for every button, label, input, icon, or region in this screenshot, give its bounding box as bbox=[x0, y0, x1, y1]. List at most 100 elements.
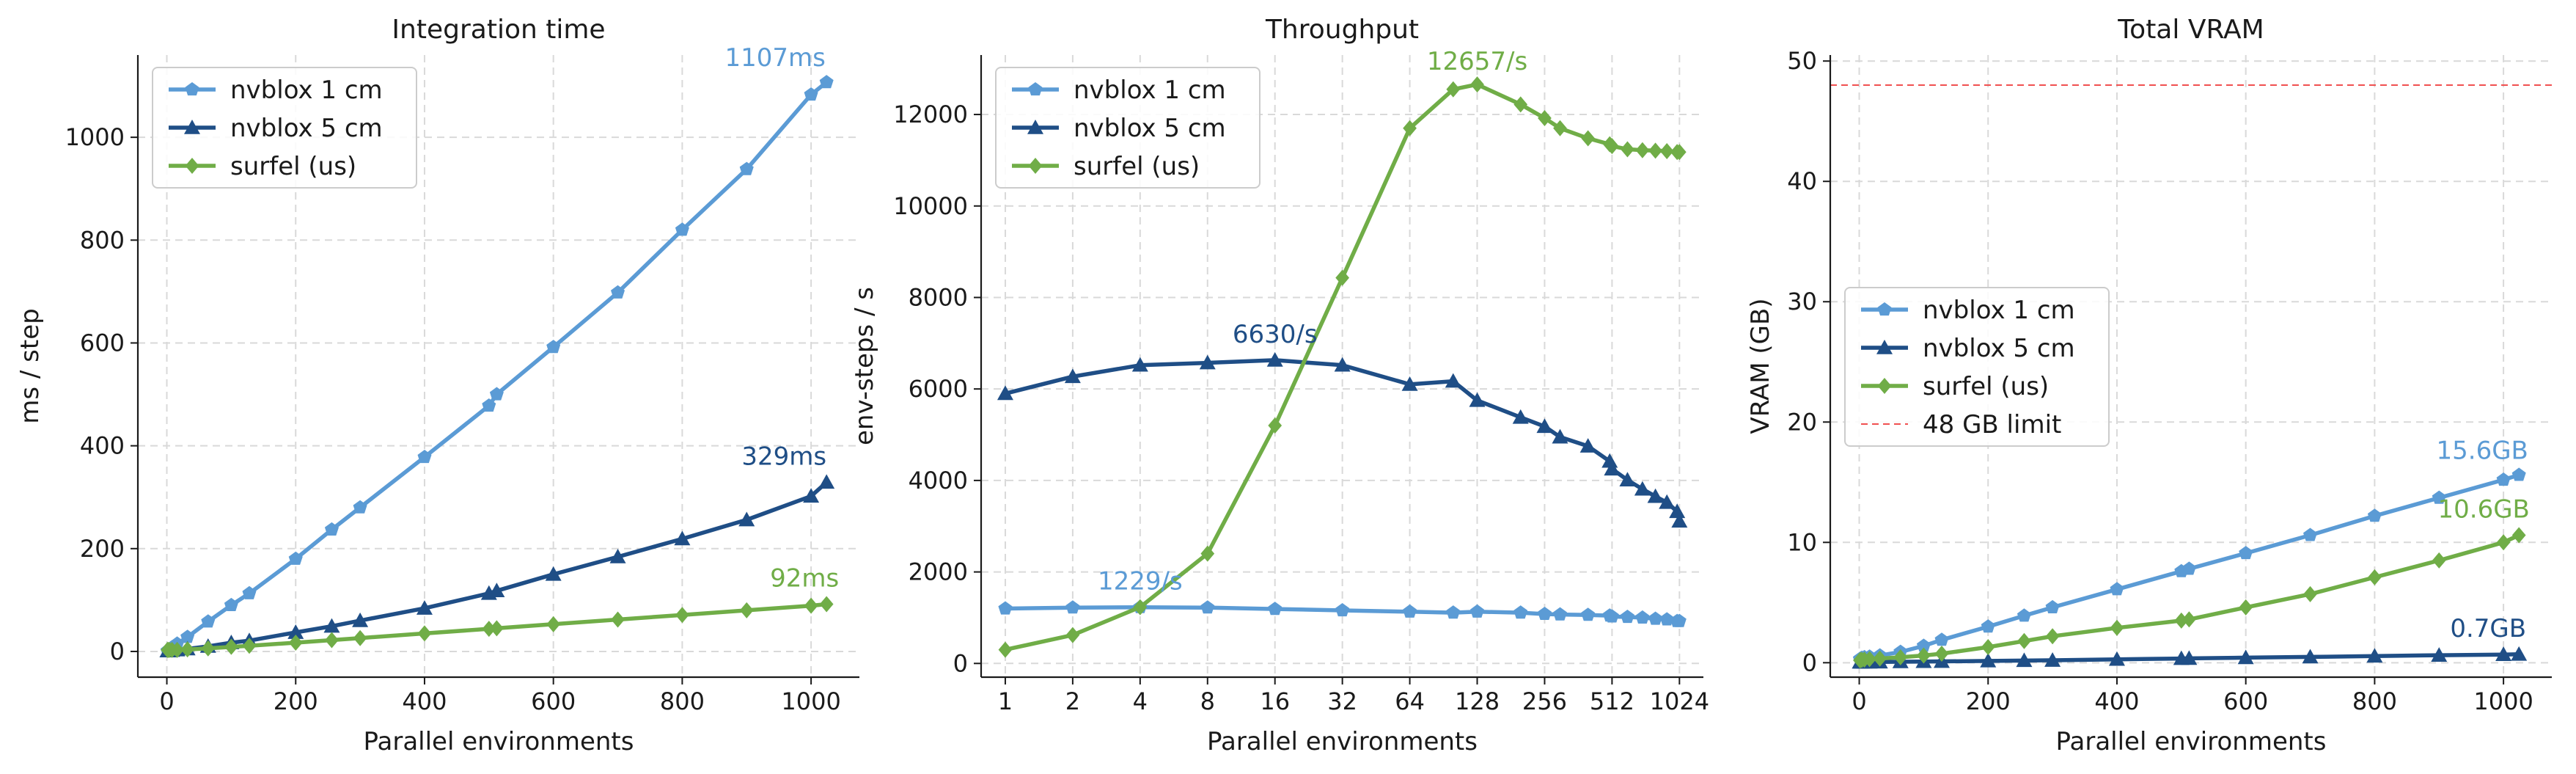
series-nvblox-5-cm bbox=[1852, 646, 2528, 669]
data-point bbox=[1659, 142, 1674, 159]
y-axis-label: env-steps / s bbox=[850, 287, 879, 445]
data-point bbox=[1200, 600, 1215, 614]
series-nvblox-5-cm bbox=[997, 351, 1688, 528]
data-point bbox=[489, 387, 504, 401]
y-tick-label: 1000 bbox=[65, 123, 125, 151]
data-point bbox=[1537, 607, 1552, 620]
data-point bbox=[2432, 490, 2446, 504]
legend-box bbox=[1844, 287, 2110, 447]
data-point bbox=[1980, 652, 1997, 668]
series-surfel-us bbox=[161, 596, 834, 658]
x-tick-label: 0 bbox=[1852, 687, 1866, 715]
annotation-label: 92ms bbox=[770, 563, 839, 593]
x-tick-label: 32 bbox=[1327, 687, 1357, 715]
data-point bbox=[1064, 368, 1081, 384]
x-tick-label: 1000 bbox=[781, 687, 840, 715]
data-point bbox=[2016, 652, 2033, 668]
data-point bbox=[2495, 646, 2512, 661]
data-point bbox=[545, 566, 562, 581]
legend-label: 48 GB limit bbox=[1923, 410, 2061, 439]
data-point bbox=[353, 500, 367, 514]
x-tick-label: 200 bbox=[274, 687, 318, 715]
data-point bbox=[490, 620, 504, 637]
data-point bbox=[1446, 605, 1461, 619]
data-point bbox=[1266, 351, 1283, 367]
data-point bbox=[170, 641, 184, 658]
data-point bbox=[2045, 599, 2060, 613]
data-point bbox=[2432, 552, 2446, 569]
data-point bbox=[353, 629, 367, 646]
data-point bbox=[1917, 647, 1931, 664]
data-point bbox=[611, 285, 625, 299]
data-point bbox=[242, 585, 257, 599]
data-point bbox=[803, 488, 820, 503]
series-nvblox-1-cm bbox=[1852, 467, 2526, 665]
x-tick-label: 400 bbox=[402, 687, 447, 715]
data-point bbox=[2303, 585, 2317, 602]
data-point bbox=[288, 635, 303, 651]
data-point bbox=[224, 597, 238, 611]
data-point bbox=[997, 385, 1013, 401]
legend-entry-surfel-us: surfel (us) bbox=[169, 152, 356, 181]
data-point bbox=[1981, 638, 1995, 655]
legend-entry-nvblox-5-cm: nvblox 5 cm bbox=[1861, 334, 2075, 363]
y-tick-label: 200 bbox=[80, 535, 125, 563]
chart-title: Integration time bbox=[392, 15, 605, 45]
data-point bbox=[2239, 546, 2253, 560]
data-point bbox=[611, 611, 625, 628]
data-point bbox=[482, 621, 496, 638]
data-point bbox=[1604, 461, 1621, 476]
legend-marker bbox=[184, 120, 200, 134]
x-tick-label: 600 bbox=[2223, 687, 2268, 715]
data-point bbox=[1470, 76, 1484, 93]
data-point bbox=[1916, 638, 1931, 652]
legend-marker bbox=[1877, 302, 1892, 316]
y-tick-label: 600 bbox=[80, 329, 125, 357]
legend-entry-nvblox-5-cm: nvblox 5 cm bbox=[169, 114, 383, 143]
data-point bbox=[488, 583, 505, 598]
annotation-label: 329ms bbox=[741, 442, 826, 471]
data-point bbox=[1133, 599, 1148, 616]
y-tick-label: 800 bbox=[80, 226, 125, 254]
legend-label: surfel (us) bbox=[230, 152, 356, 181]
legend-marker bbox=[185, 82, 199, 96]
data-point bbox=[1335, 269, 1349, 286]
legend-box bbox=[152, 67, 417, 189]
legend-entry-48-gb-limit: 48 GB limit bbox=[1861, 410, 2061, 439]
x-tick-label: 16 bbox=[1260, 687, 1290, 715]
data-point bbox=[2511, 527, 2526, 544]
legend-marker bbox=[1877, 378, 1892, 394]
data-point bbox=[804, 597, 818, 614]
data-point bbox=[1469, 392, 1486, 407]
data-point bbox=[1065, 627, 1080, 643]
data-point bbox=[1199, 354, 1216, 370]
data-point bbox=[1538, 110, 1552, 127]
data-point bbox=[224, 638, 238, 655]
data-point bbox=[1512, 409, 1529, 424]
data-point bbox=[804, 87, 818, 101]
legend-label: nvblox 5 cm bbox=[230, 114, 383, 143]
panel-throughput: 1 2 4 8 16 32 64 128 256 512 1024 0 2000 4000 6000 8000… bbox=[850, 15, 1709, 756]
series-line-surfel-us bbox=[1857, 533, 2521, 662]
data-point bbox=[201, 640, 216, 657]
data-point bbox=[2366, 648, 2383, 663]
data-point bbox=[2496, 534, 2511, 551]
data-point bbox=[1065, 600, 1080, 614]
x-tick-label: 600 bbox=[531, 687, 576, 715]
data-point bbox=[1553, 120, 1567, 136]
data-point bbox=[1671, 513, 1688, 528]
x-tick-label: 400 bbox=[2094, 687, 2139, 715]
x-tick-label: 1 bbox=[998, 687, 1013, 715]
y-tick-label: 10 bbox=[1787, 528, 1817, 556]
data-point bbox=[1513, 96, 1528, 113]
y-tick-label: 30 bbox=[1787, 288, 1817, 315]
y-tick-label: 6000 bbox=[909, 375, 968, 403]
data-point bbox=[323, 618, 340, 633]
x-tick-label: 128 bbox=[1455, 687, 1500, 715]
legend-label: surfel (us) bbox=[1923, 372, 2049, 401]
x-axis-label: Parallel environments bbox=[364, 727, 634, 756]
data-point bbox=[2182, 611, 2196, 628]
legend-marker bbox=[1028, 158, 1043, 174]
data-point bbox=[1552, 428, 1568, 444]
y-tick-label: 0 bbox=[110, 638, 125, 665]
